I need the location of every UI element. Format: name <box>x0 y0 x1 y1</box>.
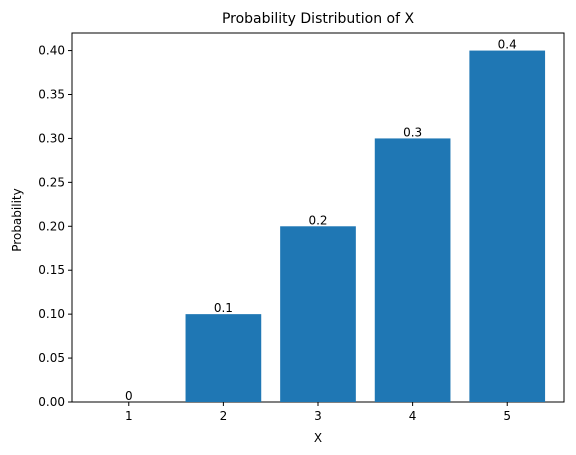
bar-3 <box>280 226 356 402</box>
y-tick-label: 0.30 <box>38 131 65 145</box>
y-tick-label: 0.40 <box>38 44 65 58</box>
data-label-3: 0.2 <box>308 213 327 227</box>
x-axis-label: X <box>314 431 322 445</box>
x-axis: 1 2 3 4 5 <box>125 402 511 423</box>
data-labels: 0 0.1 0.2 0.3 0.4 <box>125 38 517 403</box>
x-tick-label: 2 <box>220 409 228 423</box>
y-tick-label: 0.00 <box>38 395 65 409</box>
bar-5 <box>469 50 546 402</box>
bars <box>185 50 546 402</box>
data-label-4: 0.3 <box>403 125 422 139</box>
y-tick-label: 0.10 <box>38 307 65 321</box>
bar-2 <box>185 314 262 402</box>
y-axis-label: Probability <box>10 188 24 251</box>
y-tick-label: 0.35 <box>38 88 65 102</box>
x-tick-label: 1 <box>125 409 133 423</box>
y-axis: 0.00 0.05 0.10 0.15 0.20 0.25 0.30 0.35 0.40 <box>38 44 72 409</box>
chart-title: Probability Distribution of X <box>222 11 415 27</box>
y-tick-label: 0.25 <box>38 175 65 189</box>
data-label-2: 0.1 <box>214 301 233 315</box>
bar-4 <box>374 138 451 402</box>
x-tick-label: 3 <box>314 409 322 423</box>
y-tick-label: 0.15 <box>38 263 65 277</box>
y-tick-label: 0.20 <box>38 219 65 233</box>
y-tick-label: 0.05 <box>38 351 65 365</box>
data-label-5: 0.4 <box>498 38 517 52</box>
data-label-1: 0 <box>125 389 133 403</box>
x-tick-label: 4 <box>409 409 417 423</box>
x-tick-label: 5 <box>503 409 511 423</box>
